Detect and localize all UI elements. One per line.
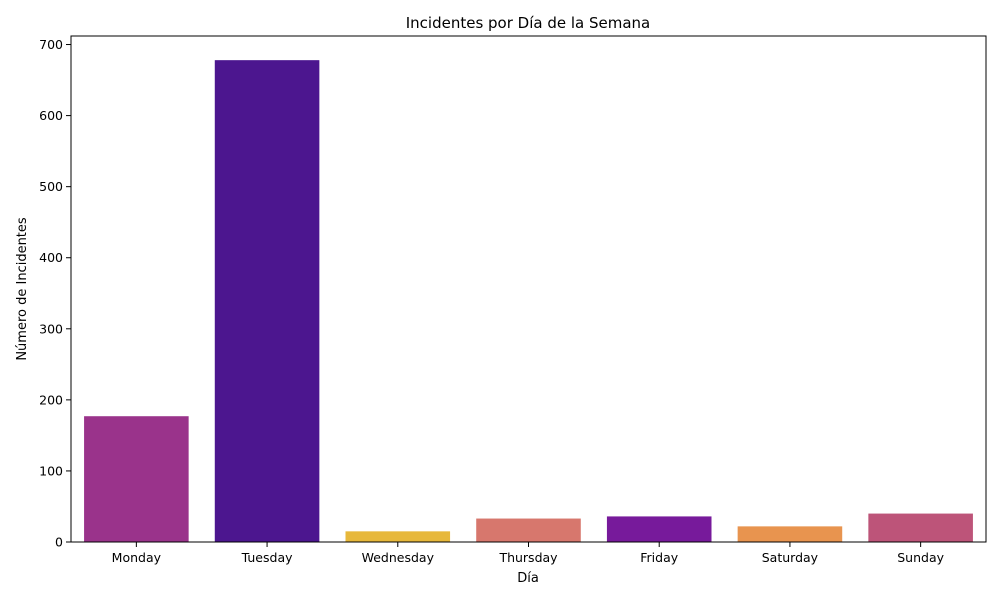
- x-tick-label-friday: Friday: [640, 550, 678, 565]
- y-axis-label: Número de Incidentes: [15, 217, 30, 361]
- x-tick-label-tuesday: Tuesday: [241, 550, 293, 565]
- y-tick-label: 400: [39, 250, 63, 265]
- y-tick-label: 700: [39, 37, 63, 52]
- bar-thursday: [476, 518, 581, 542]
- bar-monday: [84, 416, 189, 542]
- x-tick-label-sunday: Sunday: [897, 550, 944, 565]
- y-tick-label: 600: [39, 108, 63, 123]
- x-axis-label: Día: [517, 571, 539, 586]
- bar-saturday: [737, 526, 843, 542]
- y-tick-label: 500: [39, 179, 63, 194]
- bar-friday: [606, 516, 712, 542]
- y-tick-label: 200: [39, 392, 63, 407]
- bars-layer: [84, 60, 973, 542]
- y-tick-label: 0: [55, 535, 63, 550]
- x-axis: Monday Tuesday Wednesday Thursday Friday Satu…: [112, 542, 945, 565]
- bar-tuesday: [214, 60, 320, 542]
- x-tick-label-saturday: Saturday: [762, 550, 819, 565]
- y-tick-label: 300: [39, 321, 63, 336]
- chart-title: Incidentes por Día de la Semana: [406, 14, 651, 32]
- plot-frame: [70, 35, 987, 543]
- y-axis: 0 100 200 300 400 500 600 700: [39, 37, 71, 550]
- x-tick-label-thursday: Thursday: [498, 550, 558, 565]
- x-tick-label-wednesday: Wednesday: [362, 550, 435, 565]
- bar-wednesday: [345, 531, 451, 542]
- y-tick-label: 100: [39, 463, 63, 478]
- bar-sunday: [868, 513, 973, 542]
- x-tick-label-monday: Monday: [112, 550, 162, 565]
